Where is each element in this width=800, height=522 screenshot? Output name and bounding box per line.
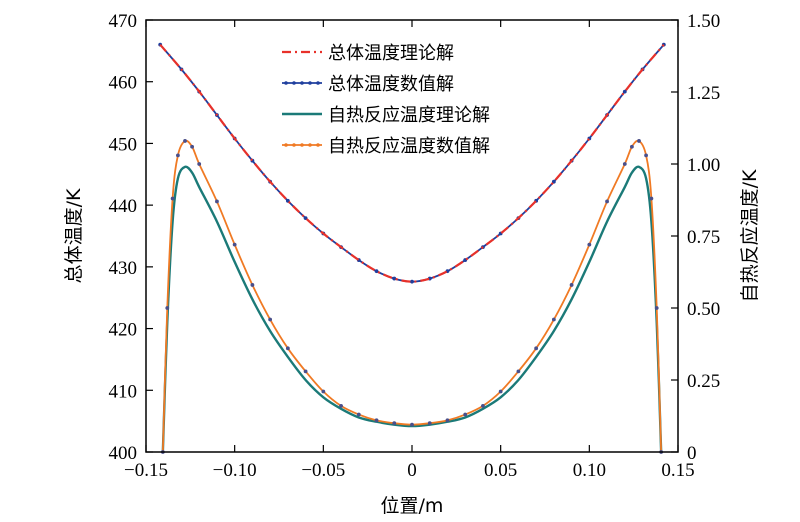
data-point <box>587 242 592 247</box>
data-point <box>410 279 414 284</box>
legend-label: 自热反应温度数值解 <box>328 136 490 157</box>
y-right-tick-label: 1.00 <box>687 155 720 176</box>
x-tick-label: 0.10 <box>573 460 606 481</box>
data-point <box>445 418 450 423</box>
y-right-tick-label: 1.25 <box>687 83 720 104</box>
data-point <box>410 422 414 427</box>
series-line-self-theory <box>161 165 663 453</box>
y-left-tick-label: 450 <box>109 134 138 155</box>
tick-layer: −0.15 −0.10 −0.05 0 0.05 0.10 0.15 400 410 420 430… <box>109 11 721 481</box>
legend-swatch-dot <box>292 81 296 85</box>
data-point <box>534 346 539 351</box>
legend-label: 总体温度数值解 <box>328 74 454 95</box>
y-right-tick-label: 1.50 <box>687 11 720 32</box>
data-point <box>250 283 255 287</box>
data-point <box>374 269 379 274</box>
data-point <box>629 144 634 149</box>
data-point <box>551 317 556 322</box>
y-right-tick-label: 0.75 <box>687 227 720 248</box>
y-axis-right-title: 自热反应温度/K <box>739 169 761 302</box>
data-point <box>190 144 195 149</box>
data-point <box>176 153 180 158</box>
x-tick-label: 0 <box>407 460 417 481</box>
data-point <box>569 283 574 287</box>
legend-label: 总体温度理论解 <box>328 43 454 64</box>
y-left-tick-label: 470 <box>109 11 138 32</box>
data-point <box>551 179 556 184</box>
x-tick-label: −0.10 <box>213 460 257 481</box>
series-layer <box>158 42 666 454</box>
legend-swatch-dot <box>284 81 288 85</box>
legend-swatch-dot <box>316 143 320 147</box>
data-point <box>303 216 308 221</box>
data-point <box>285 346 290 351</box>
y-axis-left-title: 总体温度/K <box>63 188 85 283</box>
data-point <box>637 139 641 143</box>
data-point <box>649 196 654 201</box>
data-point <box>427 421 432 426</box>
data-point <box>392 276 397 281</box>
x-tick-label: 0.15 <box>661 460 694 481</box>
data-point <box>303 369 308 374</box>
y-right-tick-label: 0.50 <box>687 299 720 320</box>
legend-swatch-dot <box>308 81 312 85</box>
data-point <box>268 317 273 322</box>
data-point <box>374 418 379 423</box>
data-point <box>654 306 659 310</box>
plot-frame <box>145 19 679 453</box>
x-axis-title: 位置/m <box>381 495 444 517</box>
y-left-tick-label: 420 <box>109 320 138 341</box>
legend-swatch-dot <box>308 143 312 147</box>
data-point <box>605 199 609 204</box>
data-point <box>197 162 202 166</box>
y-left-tick-label: 430 <box>109 258 138 279</box>
data-point <box>622 162 627 166</box>
y-right-tick-label: 0 <box>687 443 697 464</box>
data-point <box>392 421 397 426</box>
data-point <box>339 404 343 408</box>
data-point <box>215 199 219 204</box>
data-point <box>463 412 468 417</box>
y-left-tick-label: 410 <box>109 381 138 402</box>
data-point <box>165 306 170 310</box>
data-point <box>170 196 175 201</box>
x-tick-label: −0.05 <box>301 460 345 481</box>
data-point <box>321 389 326 394</box>
y-left-tick-label: 440 <box>109 196 138 217</box>
data-point <box>644 153 648 158</box>
data-point <box>232 242 237 247</box>
y-left-tick-label: 460 <box>109 73 138 94</box>
data-point <box>516 369 521 374</box>
y-right-tick-label: 0.25 <box>687 371 720 392</box>
data-point <box>356 412 361 417</box>
legend-swatch-dot <box>300 143 304 147</box>
data-point <box>481 404 485 408</box>
legend-swatch-dot <box>316 81 320 85</box>
legend-swatch-dot <box>300 81 304 85</box>
data-point <box>622 89 627 94</box>
legend-label: 自热反应温度理论解 <box>328 105 490 126</box>
y-left-tick-label: 400 <box>109 443 138 464</box>
x-tick-label: −0.15 <box>124 460 168 481</box>
series-line-total-theory <box>159 43 665 283</box>
data-point <box>183 139 187 143</box>
series-line-self-numeric <box>161 139 663 453</box>
x-tick-label: 0.05 <box>484 460 517 481</box>
legend-swatch-dot <box>284 143 288 147</box>
data-point <box>498 389 503 394</box>
legend-swatch-dot <box>292 143 296 147</box>
